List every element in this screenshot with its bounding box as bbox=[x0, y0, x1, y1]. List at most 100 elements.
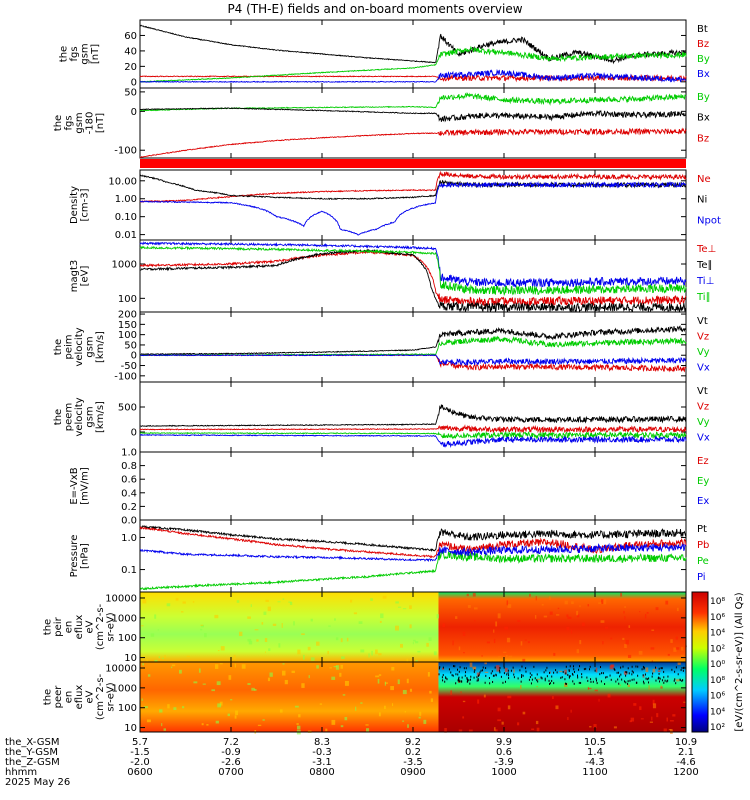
spectrogram-texture bbox=[281, 623, 283, 628]
spectrogram-texture bbox=[269, 672, 273, 677]
spectrogram-texture bbox=[564, 682, 568, 687]
spectrogram-texture bbox=[247, 616, 251, 619]
spectrogram-dot bbox=[519, 669, 521, 672]
spectrogram-texture bbox=[462, 652, 465, 654]
spectrogram-texture bbox=[262, 719, 265, 721]
legend-peim_v-1: Vz bbox=[697, 332, 709, 343]
ylabel-line: [km/s] bbox=[95, 401, 106, 433]
colorbar-tick: 10⁴ bbox=[710, 629, 725, 639]
ytick-label: 100 bbox=[118, 703, 137, 714]
spectrogram-dot bbox=[553, 671, 555, 674]
spectrogram-texture bbox=[142, 599, 147, 604]
spectrogram-before bbox=[140, 662, 439, 732]
legend-fgs_gsm-2: By bbox=[697, 54, 710, 65]
spectrogram-dot bbox=[580, 681, 582, 684]
series-temp-Ti⊥ bbox=[139, 241, 687, 288]
spectrogram-dot bbox=[658, 667, 660, 670]
spectrogram-texture bbox=[214, 614, 219, 619]
xaxis-value: -2.0 bbox=[130, 757, 150, 768]
spectrogram-texture bbox=[579, 605, 581, 608]
spectrogram-dot bbox=[664, 679, 666, 682]
spectrogram-texture bbox=[627, 684, 630, 688]
spectrogram-texture bbox=[520, 685, 522, 690]
spectrogram-texture bbox=[360, 702, 363, 704]
spectrogram-dot bbox=[530, 682, 532, 685]
spectrogram-texture bbox=[598, 698, 600, 702]
spectrogram-texture bbox=[594, 689, 598, 692]
ylabel-line: [nPa] bbox=[79, 543, 90, 569]
spectrogram-texture bbox=[288, 601, 292, 603]
spectrogram-dot bbox=[544, 679, 546, 682]
spectrogram-texture bbox=[656, 713, 659, 718]
spectrogram-dot bbox=[663, 676, 665, 679]
ylabel-line: [eV] bbox=[79, 266, 90, 287]
spectrogram-texture bbox=[462, 631, 466, 634]
spectrogram-dot bbox=[438, 673, 440, 676]
xaxis-row-label: hhmm bbox=[5, 767, 37, 778]
spectrogram-texture bbox=[329, 667, 332, 669]
xaxis-value: -3.5 bbox=[403, 757, 423, 768]
xaxis-value: -1.5 bbox=[130, 747, 150, 758]
spectrogram-dot bbox=[548, 679, 550, 682]
spectrogram-dot bbox=[546, 666, 548, 669]
spectrogram-texture bbox=[444, 727, 447, 733]
spectrogram-texture bbox=[316, 665, 319, 669]
spectrogram-dot bbox=[578, 681, 580, 684]
spectrogram-texture bbox=[254, 688, 257, 691]
spectrogram-dot bbox=[632, 671, 634, 674]
spectrogram-texture bbox=[576, 649, 580, 654]
figure-title: P4 (TH-E) fields and on-board moments ov… bbox=[227, 2, 522, 16]
spectrogram-dot bbox=[479, 671, 481, 674]
spectrogram-texture bbox=[201, 723, 204, 726]
spectrogram-texture bbox=[620, 592, 623, 597]
panel-frame-fgs_gsm_r bbox=[139, 87, 687, 159]
xaxis-value: -3.9 bbox=[494, 757, 514, 768]
spectrogram-dot bbox=[450, 671, 452, 674]
spectrogram-texture bbox=[436, 659, 440, 663]
spectrogram-dot bbox=[596, 679, 598, 682]
spectrogram-texture bbox=[477, 699, 480, 704]
spectrogram-dot bbox=[521, 674, 523, 677]
legend-temp-3: Ti∥ bbox=[696, 292, 711, 303]
xaxis-value: -0.9 bbox=[221, 747, 241, 758]
xaxis-value: 1000 bbox=[491, 767, 516, 778]
spectrogram-dot bbox=[579, 665, 581, 668]
spectrogram-texture bbox=[277, 601, 281, 603]
spectrogram-texture bbox=[238, 631, 243, 637]
spectrogram-texture bbox=[211, 689, 216, 692]
spectrogram-dot bbox=[648, 677, 650, 680]
spectrogram-dot bbox=[667, 679, 669, 682]
spectrogram-dot bbox=[457, 673, 459, 676]
spectrogram-dot bbox=[506, 673, 508, 676]
series-peim_v-Vt bbox=[139, 325, 687, 356]
spectrogram-texture bbox=[227, 713, 230, 717]
spectrogram-dot bbox=[631, 678, 633, 681]
spectrogram-texture bbox=[541, 604, 544, 606]
spectrogram-texture bbox=[567, 616, 572, 619]
ylabel-line: the bbox=[53, 409, 64, 425]
spectrogram-dot bbox=[484, 681, 486, 684]
spectrogram-dot bbox=[513, 673, 515, 676]
colorbar-tick: 10⁰ bbox=[710, 660, 725, 670]
spectrogram-dot bbox=[592, 680, 594, 683]
spectrogram-dot bbox=[637, 674, 639, 677]
spectrogram-texture bbox=[430, 698, 434, 702]
spectrogram-texture bbox=[556, 614, 560, 616]
spectrogram-texture bbox=[308, 675, 310, 679]
spectrogram-dot bbox=[541, 677, 543, 680]
colorbar-tick: 10² bbox=[710, 644, 725, 654]
spectrogram-texture bbox=[493, 727, 496, 731]
spectrogram-dot bbox=[642, 665, 644, 668]
spectrogram-texture bbox=[534, 615, 537, 619]
spectrogram-texture bbox=[571, 601, 574, 604]
spectrogram-dot bbox=[652, 672, 654, 675]
spectrogram-dot bbox=[602, 672, 604, 675]
spectrogram-dot bbox=[478, 673, 480, 676]
spectrogram-texture bbox=[506, 600, 509, 606]
legend-fgs_gsm-1: Bz bbox=[697, 39, 709, 50]
colorbar-label: [eV/(cm^2-s-sr-eV)] (All Qs) bbox=[734, 592, 745, 731]
spectrogram-texture bbox=[397, 606, 402, 608]
spectrogram-dot bbox=[568, 669, 570, 672]
spectrogram-dot bbox=[625, 671, 627, 674]
spectrogram-texture bbox=[644, 613, 647, 619]
